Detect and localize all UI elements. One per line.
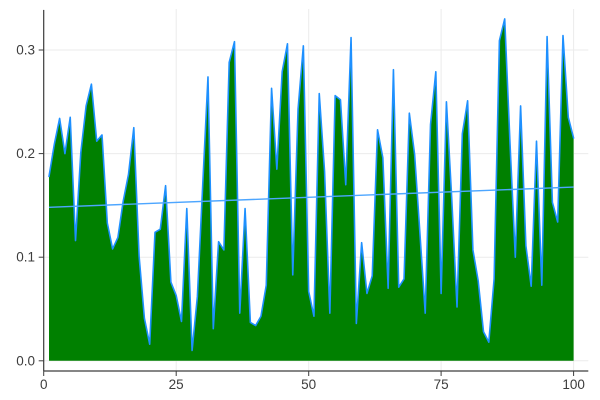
svg-text:50: 50 [301,377,316,392]
svg-text:0: 0 [40,377,48,392]
svg-text:0.2: 0.2 [16,146,35,161]
svg-text:75: 75 [434,377,449,392]
svg-text:0.3: 0.3 [16,43,35,58]
svg-text:0.1: 0.1 [16,250,35,265]
svg-text:25: 25 [169,377,184,392]
svg-text:100: 100 [562,377,585,392]
svg-text:0.0: 0.0 [16,353,35,368]
